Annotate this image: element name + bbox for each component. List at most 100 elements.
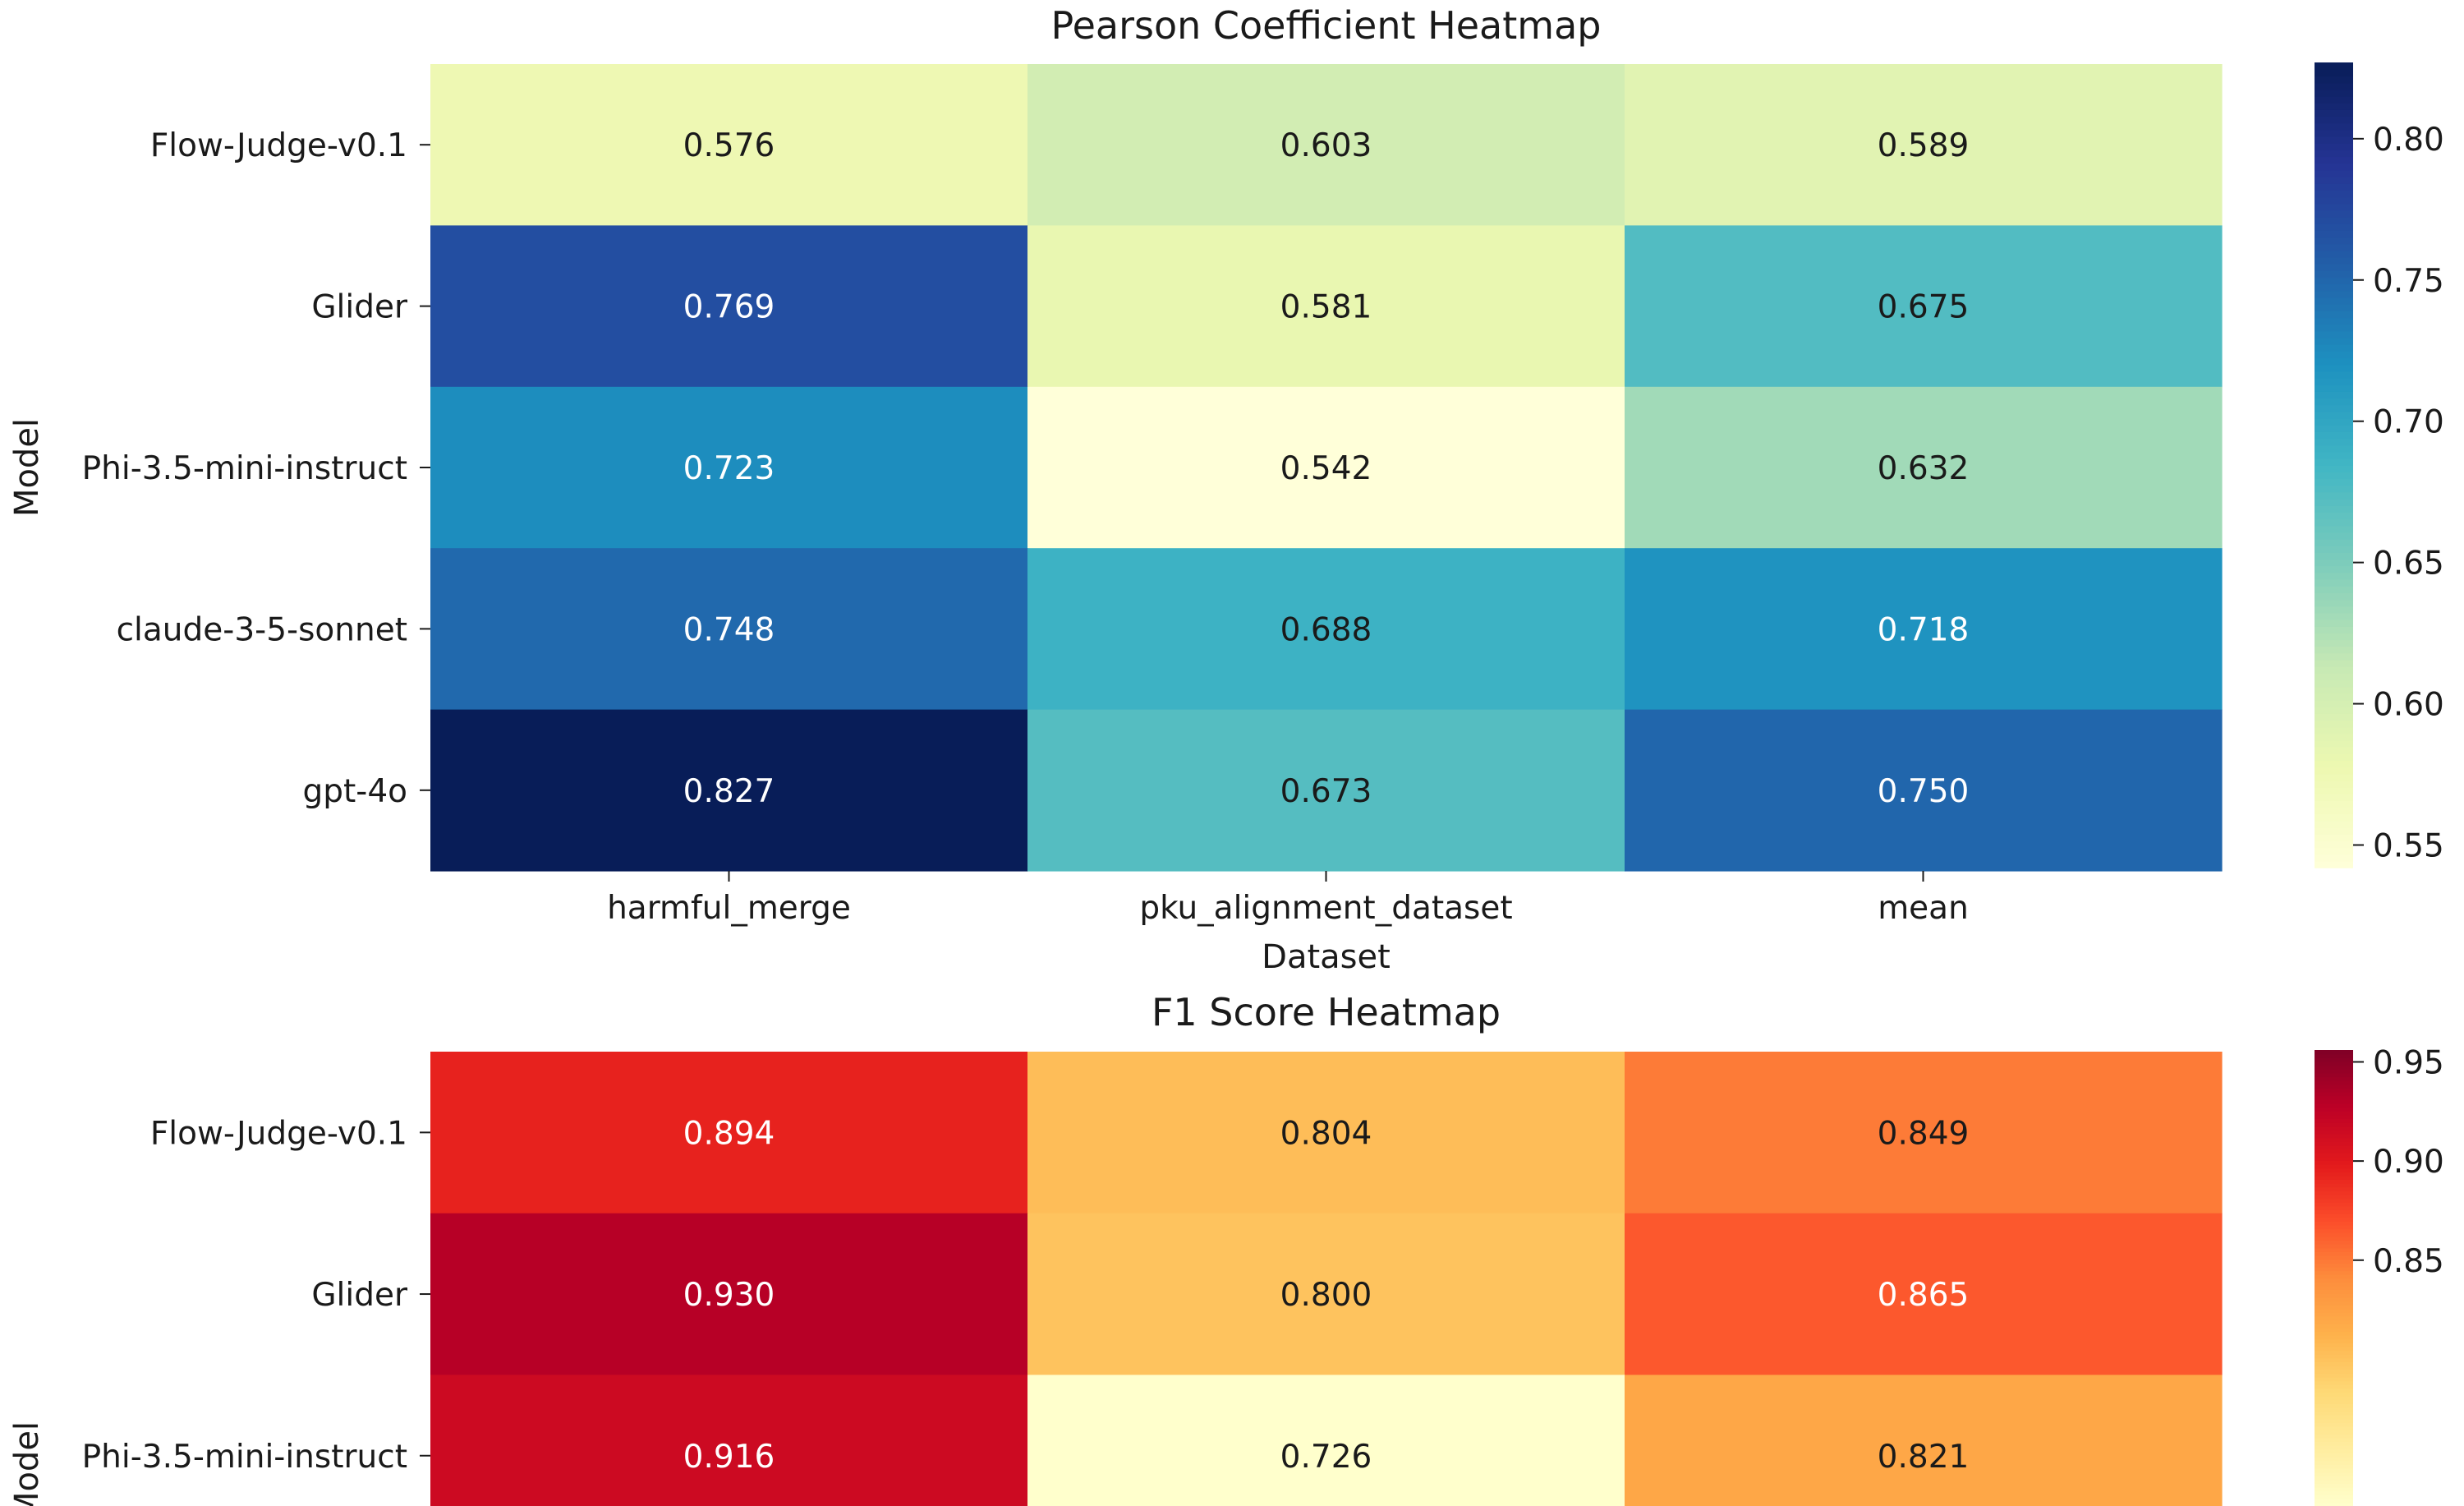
colorbar-band <box>2315 841 2353 849</box>
colorbar-band <box>2315 1224 2353 1230</box>
colorbar-band <box>2315 1050 2353 1055</box>
y-tick-label: Phi-3.5-mini-instruct <box>82 450 407 487</box>
heatmap-cell <box>1027 386 1625 549</box>
cell-value-label: 0.726 <box>1280 1439 1372 1476</box>
colorbar-band <box>2315 1476 2353 1481</box>
colorbar-band <box>2315 1205 2353 1211</box>
x-axis-label: Dataset <box>1262 938 1391 976</box>
heatmap-panel-2: F1 Score Heatmap 0.894 0.804 0.849 0.930 0.80… <box>8 990 2444 1506</box>
colorbar-band <box>2315 1240 2353 1245</box>
colorbar-band <box>2315 1441 2353 1446</box>
colorbar-band <box>2315 652 2353 661</box>
colorbar-band <box>2315 398 2353 406</box>
colorbar-band <box>2315 753 2353 762</box>
colorbar-band <box>2315 1373 2353 1378</box>
colorbar-band <box>2315 330 2353 339</box>
colorbar-band <box>2315 586 2353 593</box>
colorbar-band <box>2315 1263 2353 1268</box>
colorbar-band <box>2315 1395 2353 1401</box>
cell-value-label: 0.865 <box>1878 1277 1970 1314</box>
colorbar-band <box>2315 1080 2353 1085</box>
colorbar-band <box>2315 216 2353 224</box>
colorbar-band <box>2315 425 2353 432</box>
colorbar-band <box>2315 1118 2353 1123</box>
cell-value-label: 0.581 <box>1280 289 1372 326</box>
colorbar-band <box>2315 1084 2353 1089</box>
colorbar-band <box>2315 1217 2353 1222</box>
colorbar-band <box>2315 720 2353 728</box>
colorbar-band <box>2315 612 2353 620</box>
colorbar-band <box>2315 633 2353 641</box>
colorbar-band <box>2315 834 2353 842</box>
colorbar-band <box>2315 1163 2353 1169</box>
colorbar-band <box>2315 1434 2353 1439</box>
colorbar-band <box>2315 1407 2353 1412</box>
colorbar-band <box>2315 1130 2353 1135</box>
colorbar-band <box>2315 243 2353 251</box>
colorbar-band <box>2315 465 2353 472</box>
colorbar-band <box>2315 277 2353 285</box>
colorbar-band <box>2315 1448 2353 1454</box>
colorbar-band <box>2315 237 2353 245</box>
colorbar-band <box>2315 1175 2353 1181</box>
colorbar-band <box>2315 1471 2353 1476</box>
colorbar-band <box>2315 385 2353 392</box>
colorbar-band <box>2315 223 2353 231</box>
y-tick-label: gpt-4o <box>302 773 407 810</box>
colorbar-band <box>2315 1460 2353 1465</box>
chart-title: F1 Score Heatmap <box>1152 990 1501 1034</box>
colorbar-band <box>2315 794 2353 802</box>
colorbar-band <box>2315 364 2353 372</box>
colorbar-band <box>2315 525 2353 533</box>
colorbar-band <box>2315 1270 2353 1275</box>
colorbar-band <box>2315 1141 2353 1146</box>
colorbar-band <box>2315 1144 2353 1150</box>
colorbar-band <box>2315 1464 2353 1469</box>
colorbar-band <box>2315 1486 2353 1492</box>
colorbar-band <box>2315 344 2353 352</box>
colorbar-band <box>2315 733 2353 741</box>
colorbar-band <box>2315 89 2353 97</box>
colorbar-band <box>2315 713 2353 721</box>
heatmap-cell <box>430 709 1028 872</box>
y-tick-label: Phi-3.5-mini-instruct <box>82 1439 407 1476</box>
colorbar-band <box>2315 1107 2353 1112</box>
colorbar-band <box>2315 411 2353 419</box>
colorbar-band <box>2315 699 2353 707</box>
colorbar-band <box>2315 1319 2353 1324</box>
colorbar-band <box>2315 827 2353 835</box>
heatmap-cell <box>430 548 1028 711</box>
colorbar-band <box>2315 619 2353 627</box>
heatmap-cell <box>1027 1213 1625 1375</box>
colorbar-band <box>2315 290 2353 298</box>
colorbar-tick-label: 0.65 <box>2373 546 2444 583</box>
colorbar-band <box>2315 860 2353 868</box>
colorbar-band <box>2315 210 2353 218</box>
colorbar-band <box>2315 1126 2353 1131</box>
heatmap-cell <box>430 386 1028 549</box>
colorbar-tick-label: 0.70 <box>2373 404 2444 441</box>
colorbar-band <box>2315 1172 2353 1177</box>
colorbar-band <box>2315 1209 2353 1214</box>
x-tick-label: pku_alignment_dataset <box>1139 890 1512 927</box>
colorbar-band <box>2315 1285 2353 1291</box>
colorbar-band <box>2315 1304 2353 1310</box>
colorbar-band <box>2315 572 2353 580</box>
charts-root: Pearson Coefficient Heatmap 0.576 0.603 0.5… <box>8 3 2444 1506</box>
colorbar-band <box>2315 1346 2353 1352</box>
colorbar-band <box>2315 1365 2353 1370</box>
colorbar-band <box>2315 1221 2353 1226</box>
cell-value-label: 0.769 <box>683 289 775 326</box>
colorbar-band <box>2315 203 2353 211</box>
cell-value-label: 0.603 <box>1280 127 1372 164</box>
colorbar-band <box>2315 230 2353 238</box>
colorbar-band <box>2315 1403 2353 1408</box>
cell-value-label: 0.894 <box>683 1115 775 1152</box>
colorbar-band <box>2315 1483 2353 1488</box>
colorbar-band <box>2315 773 2353 781</box>
y-tick-label: Flow-Judge-v0.1 <box>150 1115 407 1152</box>
heatmap-cell <box>1625 225 2223 388</box>
colorbar-band <box>2315 136 2353 144</box>
colorbar-band <box>2315 491 2353 500</box>
colorbar-band <box>2315 726 2353 735</box>
